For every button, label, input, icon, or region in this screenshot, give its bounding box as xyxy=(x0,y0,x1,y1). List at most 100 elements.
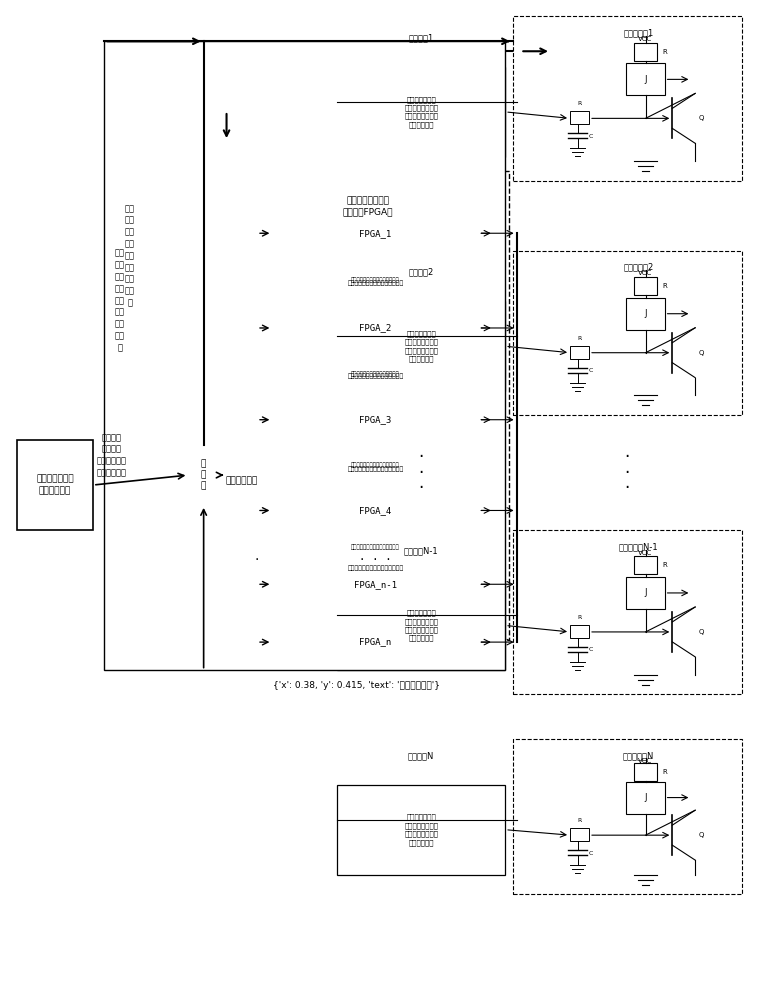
Text: R: R xyxy=(577,615,581,620)
FancyBboxPatch shape xyxy=(273,533,479,562)
FancyBboxPatch shape xyxy=(273,350,479,397)
Text: 匝道口开关1: 匝道口开关1 xyxy=(624,28,654,37)
Text: 控
制
器: 控 制 器 xyxy=(201,459,206,491)
FancyBboxPatch shape xyxy=(570,346,589,359)
Text: 平均交通流速度、车辆的平均速度: 平均交通流速度、车辆的平均速度 xyxy=(347,280,404,286)
Text: FPGA_3: FPGA_3 xyxy=(359,415,391,424)
FancyBboxPatch shape xyxy=(273,211,479,256)
FancyBboxPatch shape xyxy=(273,355,479,397)
Text: FPGA_1: FPGA_1 xyxy=(359,229,391,238)
Text: 控制方案2: 控制方案2 xyxy=(408,267,434,276)
Text: J: J xyxy=(644,309,647,318)
FancyBboxPatch shape xyxy=(634,43,657,61)
Text: 平均交通流速度、车辆的平均速度: 平均交通流速度、车辆的平均速度 xyxy=(351,545,400,550)
FancyBboxPatch shape xyxy=(337,581,505,670)
Text: VCC: VCC xyxy=(638,270,653,276)
Text: 输出
可行
控制
方案
给各
个匝
道控
制开
关: 输出 可行 控制 方案 给各 个匝 道控 制开 关 xyxy=(115,249,125,352)
Text: 控制方案N: 控制方案N xyxy=(408,751,434,760)
Text: C: C xyxy=(589,368,594,373)
Text: 匝道口开关N: 匝道口开关N xyxy=(623,751,654,760)
Text: 给定控制方案: 给定控制方案 xyxy=(226,476,258,485)
Text: 匝道调节杆的开
闭，车辆的通行时
间，进而调控匝道
入口的车流量: 匝道调节杆的开 闭，车辆的通行时 间，进而调控匝道 入口的车流量 xyxy=(404,330,438,362)
FancyBboxPatch shape xyxy=(273,256,479,306)
Text: R: R xyxy=(663,562,667,568)
Text: 匝道口开关N-1: 匝道口开关N-1 xyxy=(619,542,659,551)
FancyBboxPatch shape xyxy=(273,397,479,442)
FancyBboxPatch shape xyxy=(627,782,665,814)
Text: ·: · xyxy=(255,553,259,567)
FancyBboxPatch shape xyxy=(273,488,479,533)
Text: ·  ·  ·: · · · xyxy=(360,553,391,567)
FancyBboxPatch shape xyxy=(188,445,219,505)
Text: 控制方案1: 控制方案1 xyxy=(408,33,434,42)
Text: 匝道调节杆的开
闭，车辆的通行时
间，进而调控匝道
入口的车流量: 匝道调节杆的开 闭，车辆的通行时 间，进而调控匝道 入口的车流量 xyxy=(404,610,438,641)
Text: FPGA_4: FPGA_4 xyxy=(359,506,391,515)
Text: 平均交通流速度、车辆的平均速度: 平均交通流速度、车辆的平均速度 xyxy=(347,374,404,379)
Text: VCC: VCC xyxy=(638,36,653,42)
FancyBboxPatch shape xyxy=(512,251,741,415)
Text: R: R xyxy=(663,769,667,775)
FancyBboxPatch shape xyxy=(634,763,657,781)
Text: FPGA_n-1: FPGA_n-1 xyxy=(354,580,397,589)
FancyBboxPatch shape xyxy=(273,261,479,306)
Text: 平均交通流速度、车辆的平均速度: 平均交通流速度、车辆的平均速度 xyxy=(347,565,404,571)
FancyBboxPatch shape xyxy=(337,785,505,875)
Text: Q: Q xyxy=(699,115,705,121)
Text: 匝道调节杆的开
闭，车辆的通行时
间，进而调控匝道
入口的车流量: 匝道调节杆的开 闭，车辆的通行时 间，进而调控匝道 入口的车流量 xyxy=(404,96,438,128)
FancyBboxPatch shape xyxy=(512,16,741,181)
FancyBboxPatch shape xyxy=(273,306,479,350)
Text: FPGA_2: FPGA_2 xyxy=(359,323,391,332)
FancyBboxPatch shape xyxy=(104,41,505,670)
Text: 平均交通流速度、车辆的平均速度: 平均交通流速度、车辆的平均速度 xyxy=(351,371,400,377)
Text: R: R xyxy=(663,49,667,55)
Text: VCC: VCC xyxy=(638,550,653,556)
Text: C: C xyxy=(589,647,594,652)
FancyBboxPatch shape xyxy=(634,556,657,574)
Text: 输出
可行
控制
方案
给各
个匝
道控
制开
关: 输出 可行 控制 方案 给各 个匝 道控 制开 关 xyxy=(125,204,135,307)
Text: J: J xyxy=(644,588,647,597)
FancyBboxPatch shape xyxy=(570,828,589,841)
FancyBboxPatch shape xyxy=(627,298,665,330)
FancyBboxPatch shape xyxy=(627,577,665,609)
FancyBboxPatch shape xyxy=(337,67,505,157)
FancyBboxPatch shape xyxy=(273,449,479,490)
Text: FPGA_n: FPGA_n xyxy=(359,638,391,647)
FancyBboxPatch shape xyxy=(512,530,741,694)
Text: R: R xyxy=(663,283,667,289)
FancyBboxPatch shape xyxy=(17,440,93,530)
Text: R: R xyxy=(577,101,581,106)
Text: J: J xyxy=(644,793,647,802)
FancyBboxPatch shape xyxy=(227,171,509,640)
Text: 平均交通流速度、车辆的平均速度: 平均交通流速度、车辆的平均速度 xyxy=(347,467,404,472)
Text: 控制方案评估结构
（阵列式FPGA）: 控制方案评估结构 （阵列式FPGA） xyxy=(342,196,393,217)
FancyBboxPatch shape xyxy=(273,556,479,580)
FancyBboxPatch shape xyxy=(273,562,479,607)
FancyBboxPatch shape xyxy=(570,111,589,124)
Text: 匝道口开关2: 匝道口开关2 xyxy=(624,263,654,272)
Text: 交通流运行参数
数据采集设备: 交通流运行参数 数据采集设备 xyxy=(36,475,74,495)
Text: R: R xyxy=(577,818,581,823)
FancyBboxPatch shape xyxy=(273,442,479,488)
FancyBboxPatch shape xyxy=(273,620,479,665)
Text: Q: Q xyxy=(699,350,705,356)
Text: R: R xyxy=(577,336,581,341)
Text: {'x': 0.38, 'y': 0.415, 'text': '反馈评估结果'}: {'x': 0.38, 'y': 0.415, 'text': '反馈评估结果'… xyxy=(273,681,440,690)
FancyBboxPatch shape xyxy=(570,625,589,638)
FancyBboxPatch shape xyxy=(512,739,741,894)
Text: ·
·
·: · · · xyxy=(418,448,424,497)
Text: 匝道调节杆的开
闭，车辆的通行时
间，进而调控匝道
入口的车流量: 匝道调节杆的开 闭，车辆的通行时 间，进而调控匝道 入口的车流量 xyxy=(404,814,438,846)
Text: C: C xyxy=(589,851,594,856)
Text: Q: Q xyxy=(699,832,705,838)
FancyBboxPatch shape xyxy=(634,277,657,295)
Text: C: C xyxy=(589,134,594,139)
Text: 平均交通流速度、车辆的平均速度: 平均交通流速度、车辆的平均速度 xyxy=(351,462,400,468)
Text: ·
·
·: · · · xyxy=(624,448,630,497)
FancyBboxPatch shape xyxy=(337,301,505,391)
Text: 控制方案N-1: 控制方案N-1 xyxy=(404,547,438,556)
Text: 实时采集
远程传输
每个路段的交
通流运行参数: 实时采集 远程传输 每个路段的交 通流运行参数 xyxy=(97,433,127,477)
Text: VCC: VCC xyxy=(638,758,653,764)
Text: J: J xyxy=(644,75,647,84)
Text: 平均交通流速度、车辆的平均速度: 平均交通流速度、车辆的平均速度 xyxy=(351,278,400,283)
Text: Q: Q xyxy=(699,629,705,635)
FancyBboxPatch shape xyxy=(627,63,665,95)
